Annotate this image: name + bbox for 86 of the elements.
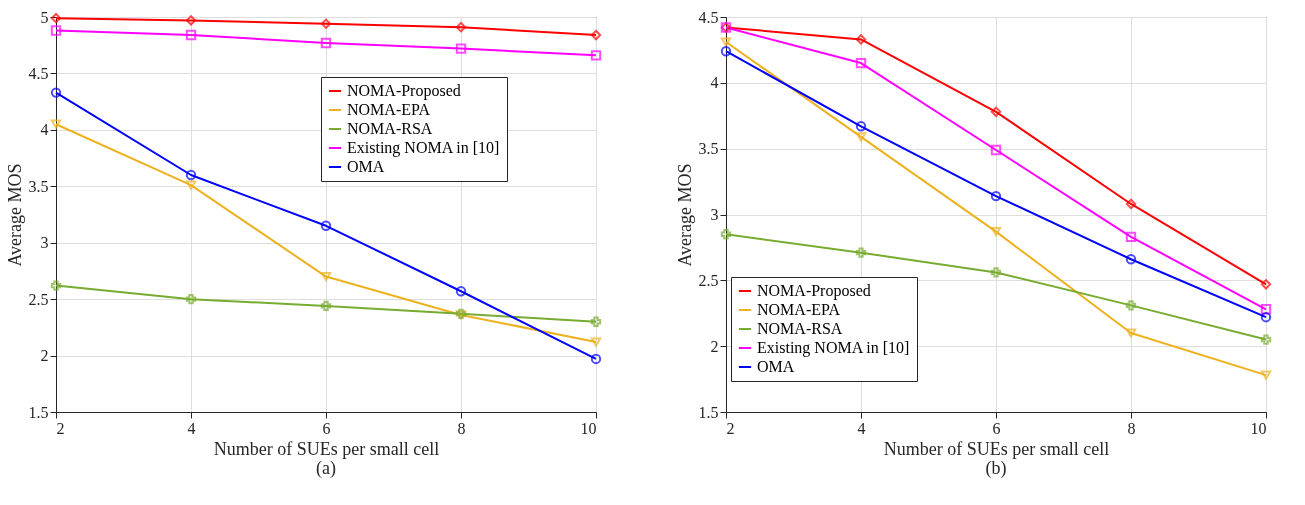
- y-tick-label: 2: [40, 347, 49, 365]
- point: [50, 25, 62, 36]
- point: [320, 18, 332, 29]
- point: [1125, 198, 1137, 210]
- point: [320, 271, 332, 282]
- point: [185, 169, 197, 181]
- point: [1125, 300, 1137, 311]
- point: [990, 190, 1002, 202]
- x-axis-title: Number of SUEs per small cell: [883, 438, 1110, 459]
- point: [185, 15, 197, 26]
- point: [720, 37, 732, 47]
- x-tick-label: 6: [322, 419, 331, 437]
- y-tick-label: 2.5: [28, 290, 49, 308]
- legend-label: Existing NOMA in [10]: [757, 339, 910, 357]
- y-tick-label: 3: [40, 234, 49, 252]
- point: [1125, 231, 1137, 243]
- x-tick-label: 2: [726, 419, 735, 437]
- y-tick-label: 1.5: [28, 403, 49, 421]
- point: [185, 180, 197, 190]
- point: [990, 106, 1002, 117]
- point: [855, 132, 867, 142]
- y-tick-label: 1.5: [698, 403, 719, 421]
- y-axis-title: Average MOS: [4, 163, 25, 267]
- point: [50, 119, 62, 129]
- text: (b): [985, 458, 1007, 479]
- point: [590, 353, 602, 365]
- y-tick-label: 5: [40, 8, 49, 26]
- y-tick-label: 4.5: [28, 64, 49, 82]
- point: [1125, 254, 1137, 265]
- point: [720, 229, 732, 240]
- point: [590, 29, 602, 41]
- point: [1125, 328, 1137, 338]
- point: [185, 293, 197, 305]
- point: [855, 57, 867, 69]
- point: [455, 43, 467, 54]
- x-tick-label: 4: [857, 419, 866, 437]
- point: [720, 46, 732, 57]
- point: [1260, 370, 1272, 380]
- point: [855, 121, 867, 132]
- point: [50, 280, 62, 291]
- legend-label: OMA: [757, 358, 795, 375]
- point: [320, 300, 332, 312]
- legend-label: NOMA-RSA: [347, 120, 433, 137]
- point: [590, 316, 602, 327]
- x-tick-label: 8: [1127, 419, 1136, 437]
- point: [590, 50, 602, 61]
- point: [50, 87, 62, 98]
- y-tick-label: 2: [710, 337, 719, 355]
- x-tick-label: 6: [992, 419, 1001, 437]
- point: [855, 34, 867, 45]
- x-tick-label: 10: [580, 419, 597, 437]
- point: [1260, 312, 1272, 323]
- y-axis-title: Average MOS: [674, 163, 695, 267]
- y-tick-label: 4: [710, 74, 719, 92]
- point: [320, 37, 332, 49]
- x-tick-label: 8: [457, 419, 466, 437]
- y-tick-label: 2.5: [698, 271, 719, 289]
- point: [320, 220, 332, 231]
- point: [455, 21, 467, 33]
- y-tick-label: 3.5: [698, 140, 719, 158]
- point: [990, 226, 1002, 237]
- x-tick-label: 10: [1250, 419, 1267, 437]
- point: [1260, 304, 1272, 315]
- x-tick-label: 4: [187, 419, 196, 437]
- point: [990, 144, 1002, 156]
- point: [185, 29, 197, 41]
- y-tick-label: 3: [710, 206, 719, 223]
- legend-label: NOMA-EPA: [347, 101, 431, 118]
- x-axis-title: Number of SUEs per small cell: [213, 438, 440, 459]
- y-tick-label: 4: [40, 121, 49, 139]
- point: [590, 337, 602, 347]
- text: (a): [316, 458, 336, 479]
- y-tick-label: 3.5: [28, 177, 49, 195]
- y-tick-label: 4.5: [698, 8, 719, 26]
- legend-label: NOMA-EPA: [757, 301, 841, 318]
- legend-label: NOMA-Proposed: [757, 282, 871, 300]
- point: [1260, 279, 1272, 290]
- legend-label: OMA: [347, 158, 385, 175]
- point: [1260, 334, 1272, 345]
- point: [855, 247, 867, 258]
- legend-label: NOMA-RSA: [757, 320, 843, 337]
- x-tick-label: 2: [56, 419, 65, 437]
- legend-label: NOMA-Proposed: [347, 82, 461, 100]
- point: [455, 286, 467, 297]
- point: [990, 267, 1002, 278]
- legend-label: Existing NOMA in [10]: [347, 139, 500, 157]
